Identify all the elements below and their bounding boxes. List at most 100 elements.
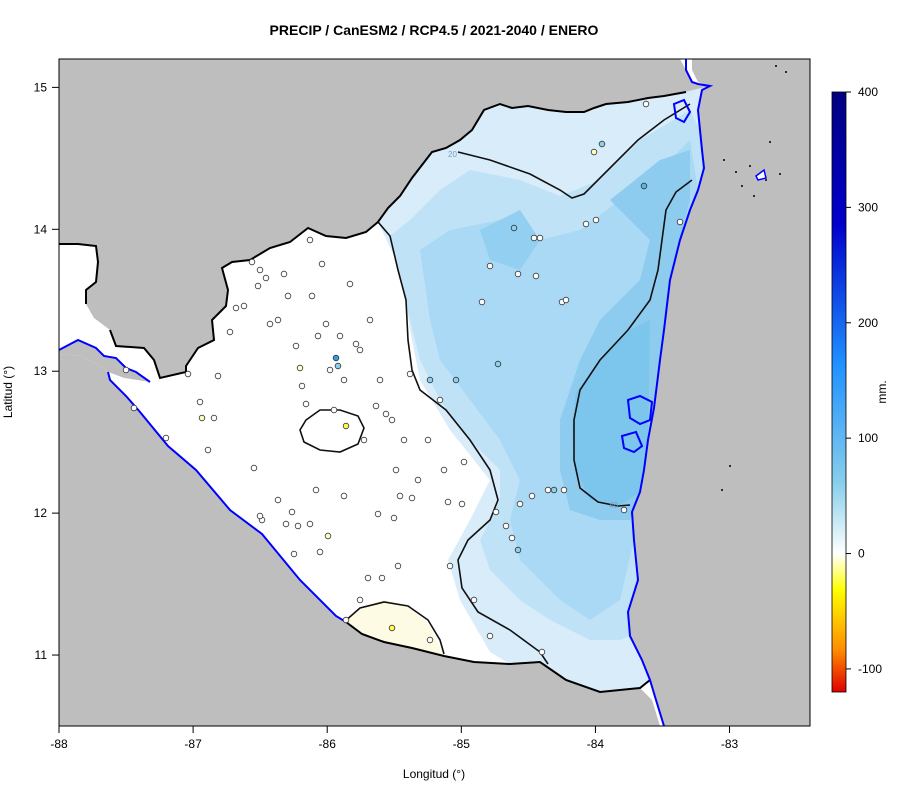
station-marker — [356, 346, 364, 354]
station-marker — [296, 364, 304, 372]
colorbar-label: mm. — [875, 380, 889, 403]
station-marker — [414, 476, 422, 484]
station-marker — [266, 320, 274, 328]
station-marker — [426, 376, 434, 384]
station-marker — [326, 366, 334, 374]
station-marker — [284, 292, 292, 300]
station-marker — [514, 546, 522, 554]
station-marker — [494, 360, 502, 368]
station-marker — [204, 446, 212, 454]
station-marker — [280, 270, 288, 278]
station-marker — [334, 362, 342, 370]
y-tick-label: 13 — [34, 364, 48, 378]
station-marker — [550, 486, 558, 494]
lakes — [302, 410, 366, 450]
y-axis: 11 12 13 14 15 Latitud (°) — [1, 80, 59, 662]
station-marker — [282, 520, 290, 528]
station-markers — [122, 100, 684, 656]
colorbar-tick-label: 0 — [858, 547, 865, 561]
station-marker — [130, 404, 138, 412]
station-marker — [424, 436, 432, 444]
station-marker — [372, 402, 380, 410]
station-marker — [324, 532, 332, 540]
x-tick-label: -84 — [587, 737, 605, 751]
x-tick-label: -85 — [453, 737, 471, 751]
y-axis-label: Latitud (°) — [1, 366, 15, 418]
station-marker — [162, 434, 170, 442]
station-marker — [532, 272, 540, 280]
colorbar-gradient — [831, 91, 847, 693]
station-marker — [356, 596, 364, 604]
station-marker — [562, 296, 570, 304]
contour-labels: 20 40 — [448, 150, 618, 510]
station-marker — [322, 320, 330, 328]
colorbar-tick-label: 400 — [858, 85, 878, 99]
station-marker — [240, 302, 248, 310]
station-marker — [408, 494, 416, 502]
station-marker — [642, 100, 650, 108]
station-marker — [302, 400, 310, 408]
station-marker — [312, 486, 320, 494]
station-marker — [274, 496, 282, 504]
station-marker — [460, 458, 468, 466]
station-marker — [582, 220, 590, 228]
station-marker — [248, 258, 256, 266]
coastlines — [59, 59, 714, 726]
station-marker — [486, 632, 494, 640]
colorbar-tick-label: 300 — [858, 200, 878, 214]
station-marker — [452, 376, 460, 384]
country-borders — [59, 91, 687, 694]
station-marker — [514, 270, 522, 278]
station-marker — [360, 436, 368, 444]
station-marker — [256, 266, 264, 274]
y-tick-label: 15 — [34, 80, 48, 94]
station-marker — [676, 218, 684, 226]
station-marker — [396, 492, 404, 500]
station-marker — [390, 514, 398, 522]
station-marker — [440, 466, 448, 474]
station-marker — [314, 332, 322, 340]
station-marker — [250, 464, 258, 472]
x-tick-label: -86 — [319, 737, 337, 751]
station-marker — [598, 140, 606, 148]
station-marker — [196, 398, 204, 406]
x-tick-label: -87 — [184, 737, 202, 751]
station-marker — [478, 298, 486, 306]
station-marker — [226, 328, 234, 336]
station-marker — [198, 414, 206, 422]
map-title: PRECIP / CanESM2 / RCP4.5 / 2021-2040 / … — [270, 22, 599, 38]
station-marker — [388, 416, 396, 424]
contour-label-40: 40 — [609, 501, 618, 510]
station-marker — [254, 282, 262, 290]
corn-island — [755, 168, 767, 181]
station-marker — [336, 332, 344, 340]
station-marker — [502, 522, 510, 530]
x-tick-label: -88 — [50, 737, 68, 751]
station-marker — [376, 376, 384, 384]
station-marker — [486, 262, 494, 270]
map-area: 20 40 — [59, 59, 810, 726]
station-marker — [318, 260, 326, 268]
x-axis: -88 -87 -86 -85 -84 -83 Longitud (°) — [50, 725, 739, 781]
station-marker — [446, 562, 454, 570]
station-marker — [210, 414, 218, 422]
station-marker — [492, 508, 500, 516]
x-tick-label: -83 — [721, 737, 739, 751]
station-marker — [530, 234, 538, 242]
station-marker — [352, 340, 360, 348]
station-marker — [426, 636, 434, 644]
station-marker — [262, 274, 270, 282]
station-marker — [444, 498, 452, 506]
station-marker — [290, 550, 298, 558]
station-marker — [288, 508, 296, 516]
station-marker — [538, 648, 546, 656]
station-marker — [640, 182, 648, 190]
station-marker — [528, 492, 536, 500]
station-marker — [516, 500, 524, 508]
station-marker — [392, 466, 400, 474]
station-marker — [306, 520, 314, 528]
station-marker — [374, 510, 382, 518]
station-marker — [536, 234, 544, 242]
station-marker — [544, 486, 552, 494]
